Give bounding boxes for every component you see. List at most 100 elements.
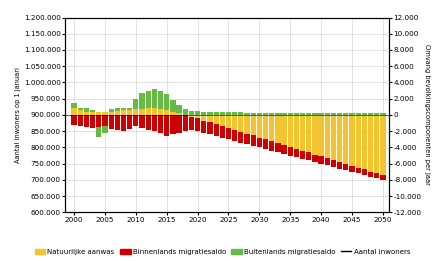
Bar — [164, 110, 170, 115]
Bar — [337, 115, 342, 162]
Bar — [96, 115, 101, 127]
Bar — [214, 115, 219, 124]
Bar — [300, 113, 305, 115]
Bar — [374, 115, 379, 178]
Bar — [226, 115, 231, 139]
Bar — [102, 115, 108, 126]
Bar — [269, 115, 274, 141]
Bar — [380, 113, 385, 115]
Bar — [146, 115, 151, 129]
Bar — [102, 126, 108, 133]
Bar — [238, 115, 243, 132]
Bar — [115, 115, 120, 129]
Bar — [109, 115, 114, 129]
Bar — [139, 109, 145, 115]
Bar — [300, 115, 305, 159]
Bar — [90, 115, 95, 128]
Bar — [164, 94, 170, 110]
Bar — [121, 115, 126, 131]
Bar — [319, 113, 324, 115]
Bar — [343, 113, 348, 115]
Bar — [281, 115, 287, 145]
Bar — [362, 115, 367, 175]
Bar — [72, 115, 77, 125]
Bar — [102, 112, 108, 115]
Bar — [287, 113, 293, 115]
Bar — [238, 112, 243, 115]
Bar — [146, 108, 151, 115]
Bar — [127, 108, 132, 110]
Bar — [96, 127, 101, 137]
Bar — [139, 93, 145, 109]
Bar — [275, 115, 280, 152]
Bar — [374, 115, 379, 173]
Bar — [177, 113, 182, 115]
Bar — [349, 113, 355, 115]
Bar — [251, 113, 256, 115]
Bar — [189, 115, 194, 117]
Bar — [368, 113, 373, 115]
Bar — [319, 115, 324, 156]
Bar — [331, 113, 336, 115]
Y-axis label: Aantal inwoners op 1 januari: Aantal inwoners op 1 januari — [15, 67, 21, 163]
Bar — [177, 115, 182, 133]
Bar — [226, 112, 231, 115]
Bar — [152, 89, 157, 108]
Bar — [77, 110, 83, 115]
Bar — [269, 113, 274, 115]
Bar — [312, 115, 318, 155]
Bar — [195, 115, 200, 131]
Bar — [158, 109, 163, 115]
Bar — [244, 115, 250, 144]
Bar — [251, 115, 256, 146]
Bar — [121, 110, 126, 115]
Bar — [207, 112, 213, 115]
Bar — [275, 115, 280, 143]
Bar — [368, 115, 373, 177]
Bar — [77, 115, 83, 126]
Bar — [343, 115, 348, 164]
Bar — [232, 115, 237, 129]
Bar — [356, 115, 361, 173]
Bar — [109, 109, 114, 112]
Bar — [115, 111, 120, 115]
Bar — [362, 115, 367, 169]
Bar — [127, 115, 132, 129]
Bar — [349, 115, 355, 172]
Bar — [356, 115, 361, 168]
Bar — [220, 115, 225, 126]
Bar — [281, 115, 287, 154]
Bar — [257, 115, 262, 138]
Bar — [201, 115, 206, 133]
Bar — [368, 115, 373, 172]
Bar — [133, 99, 138, 109]
Bar — [251, 115, 256, 135]
Bar — [158, 115, 163, 133]
Bar — [158, 91, 163, 109]
Bar — [257, 113, 262, 115]
Bar — [244, 113, 250, 115]
Y-axis label: Omvang bevolkingscomponenten per jaar: Omvang bevolkingscomponenten per jaar — [424, 44, 430, 185]
Bar — [337, 113, 342, 115]
Bar — [220, 115, 225, 138]
Legend: Natuurlijke aanwas, Binnenlands migratiesaldo, Buitenlands migratiesaldo, Aantal: Natuurlijke aanwas, Binnenlands migratie… — [32, 246, 413, 258]
Bar — [343, 115, 348, 170]
Bar — [182, 115, 188, 131]
Bar — [294, 115, 299, 149]
Bar — [281, 113, 287, 115]
Bar — [214, 115, 219, 136]
Bar — [133, 115, 138, 126]
Bar — [356, 113, 361, 115]
Bar — [195, 111, 200, 115]
Bar — [312, 115, 318, 162]
Bar — [152, 115, 157, 131]
Bar — [189, 111, 194, 115]
Bar — [189, 115, 194, 129]
Bar — [226, 115, 231, 128]
Bar — [263, 115, 268, 149]
Bar — [349, 115, 355, 166]
Bar — [220, 112, 225, 115]
Bar — [207, 115, 213, 134]
Bar — [380, 115, 385, 175]
Bar — [139, 115, 145, 128]
